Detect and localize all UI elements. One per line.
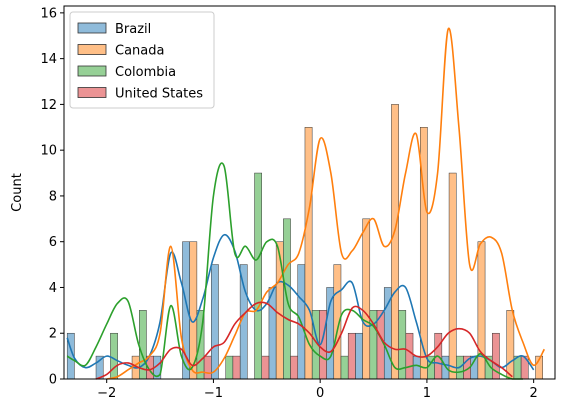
kde-line-brazil xyxy=(66,234,535,371)
bar-united-states-bin-7 xyxy=(290,355,298,380)
bar-colombia-bin-1 xyxy=(110,332,118,380)
x-tick-label: −1 xyxy=(204,386,223,401)
legend-label: Canada xyxy=(115,44,164,59)
legend-swatch xyxy=(77,22,107,34)
bar-united-states-bin-11 xyxy=(405,332,414,380)
y-tick-label: 16 xyxy=(40,6,57,21)
bar-brazil-bin-12 xyxy=(412,355,421,380)
y-tick-label: 6 xyxy=(49,235,57,250)
bar-brazil-bin-7 xyxy=(268,287,277,380)
x-tick-label: 1 xyxy=(423,386,431,401)
legend-label: Brazil xyxy=(115,22,151,37)
kde-layer xyxy=(66,27,546,380)
bar-canada-bin-13 xyxy=(448,172,457,380)
y-tick-label: 8 xyxy=(49,189,57,204)
y-tick-label: 4 xyxy=(49,281,57,296)
kde-line-united-states xyxy=(95,301,513,380)
kde-line-canada xyxy=(106,27,546,380)
bar-united-states-bin-6 xyxy=(261,355,270,380)
bars-layer xyxy=(66,104,543,380)
bar-colombia-bin-6 xyxy=(254,172,262,380)
y-axis-label: Count xyxy=(10,173,25,212)
bar-united-states-bin-4 xyxy=(203,355,212,380)
x-tick-label: −2 xyxy=(97,386,116,401)
legend-swatch xyxy=(77,65,107,77)
y-tick-label: 2 xyxy=(49,327,57,342)
legend-box xyxy=(69,11,215,109)
legend-label: Colombia xyxy=(115,65,176,80)
x-tick-label: 0 xyxy=(316,386,324,401)
bar-brazil-bin-11 xyxy=(383,287,392,380)
kde-line-colombia xyxy=(66,162,523,380)
bar-united-states-bin-5 xyxy=(232,355,241,380)
legend-label: United States xyxy=(115,87,203,102)
y-tick-label: 0 xyxy=(49,373,57,388)
bar-canada-bin-7 xyxy=(275,241,284,380)
bar-canada-bin-14 xyxy=(477,241,486,380)
bar-canada-bin-15 xyxy=(506,310,515,380)
plot-frame xyxy=(63,5,556,380)
bar-brazil-bin-5 xyxy=(211,264,219,380)
bar-canada-bin-10 xyxy=(362,218,371,380)
bar-canada-bin-11 xyxy=(391,104,399,380)
y-tick-label: 12 xyxy=(40,98,57,113)
y-tick-label: 10 xyxy=(40,144,57,159)
bar-brazil-bin-10 xyxy=(355,332,363,380)
legend-swatch xyxy=(77,87,107,98)
legend-swatch xyxy=(77,44,107,55)
bar-colombia-bin-5 xyxy=(225,355,234,380)
y-tick-label: 14 xyxy=(40,52,57,67)
legend: Brazil Canada Colombia United States xyxy=(69,11,215,109)
bar-united-states-bin-9 xyxy=(347,332,356,380)
bar-colombia-bin-9 xyxy=(340,355,349,380)
x-tick-label: 2 xyxy=(530,386,538,401)
